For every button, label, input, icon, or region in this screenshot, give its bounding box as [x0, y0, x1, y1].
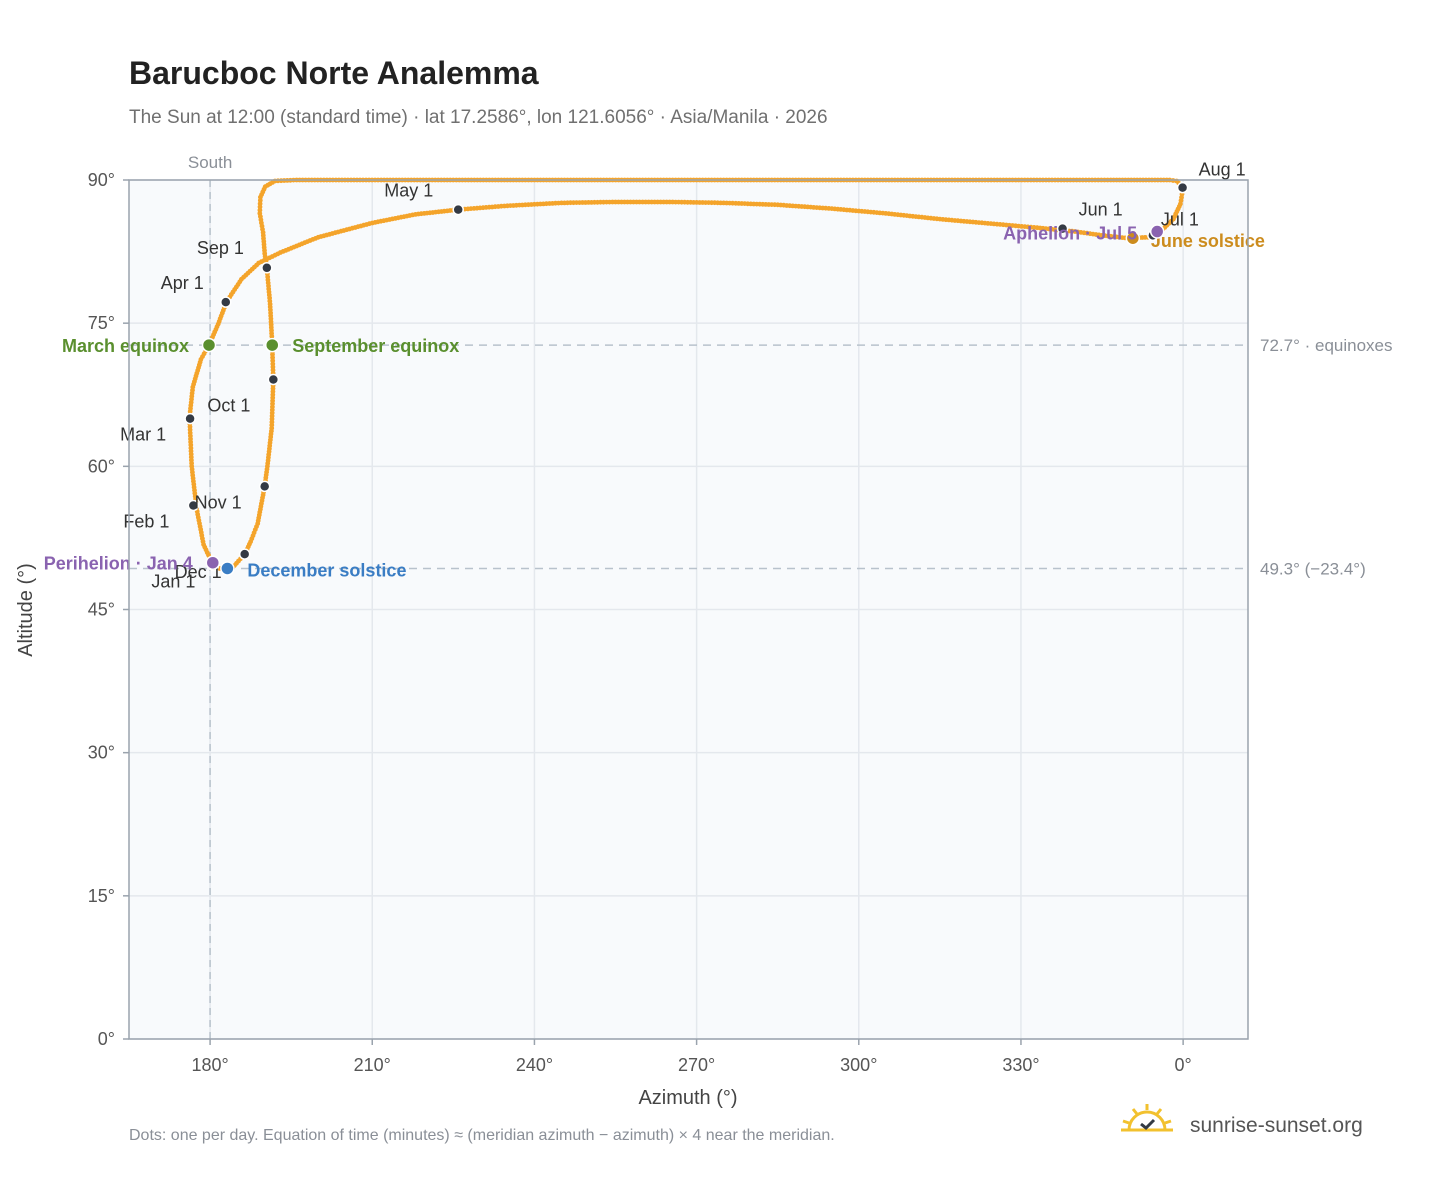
y-tick-label: 60°: [88, 456, 115, 476]
x-tick-label: 210°: [354, 1055, 391, 1075]
y-tick-label: 45°: [88, 600, 115, 620]
month-dot: [184, 412, 196, 425]
month-dot: [1056, 222, 1069, 235]
month-label: Jul 1: [1161, 209, 1199, 229]
event-dot: [1149, 224, 1165, 239]
reference-line-label: 72.7° · equinoxes: [1260, 336, 1393, 355]
month-dot: [187, 499, 200, 512]
month-dot: [238, 548, 251, 560]
month-dot: [220, 296, 232, 308]
brand-name: sunrise-sunset.org: [1190, 1114, 1363, 1137]
y-axis-label: Altitude (°): [15, 563, 37, 657]
sun-check-icon: [1121, 1104, 1173, 1132]
event-dot: [265, 337, 280, 353]
event-label: June solstice: [1151, 231, 1265, 251]
event-dot: [205, 555, 221, 570]
x-tick-label: 270°: [678, 1055, 715, 1075]
month-dot: [258, 480, 271, 493]
event-markers: March equinox September equinox December s…: [44, 224, 1265, 581]
chart-title: Barucboc Norte Analemma: [129, 55, 539, 91]
x-tick-label: 0°: [1175, 1055, 1192, 1075]
chart-subtitle: The Sun at 12:00 (standard time) · lat 1…: [129, 107, 828, 128]
x-tick-label: 300°: [840, 1055, 877, 1075]
month-label: Nov 1: [195, 492, 242, 512]
month-dot: [267, 373, 280, 386]
footnote: Dots: one per day. Equation of time (min…: [129, 1127, 835, 1144]
month-dot: [452, 203, 464, 216]
x-tick-label: 330°: [1002, 1055, 1039, 1075]
event-dot: [220, 561, 235, 576]
x-axis-label: Azimuth (°): [638, 1087, 737, 1109]
month-label: Oct 1: [207, 395, 250, 415]
month-label: Apr 1: [161, 273, 204, 293]
month-label: Jun 1: [1079, 200, 1123, 220]
month-label: Mar 1: [120, 425, 166, 445]
y-tick-label: 90°: [88, 170, 115, 190]
month-label: Jan 1: [151, 572, 195, 592]
event-dot: [1125, 230, 1141, 246]
event-dot: [201, 337, 217, 353]
y-tick-label: 15°: [88, 886, 115, 906]
month-label: Feb 1: [123, 511, 169, 531]
y-tick-label: 0°: [98, 1029, 115, 1049]
month-dot: [1176, 181, 1189, 194]
event-label: Aphelion · Jul 5: [1003, 224, 1137, 244]
event-label: December solstice: [247, 560, 406, 580]
month-dot: [261, 262, 273, 274]
month-label: Aug 1: [1199, 160, 1246, 180]
y-tick-label: 75°: [88, 313, 115, 333]
y-tick-label: 30°: [88, 743, 115, 763]
event-label: Perihelion · Jan 4: [44, 554, 193, 574]
reference-line-label: 49.3° (−23.4°): [1260, 559, 1366, 578]
month-label: Sep 1: [197, 238, 244, 258]
event-label: March equinox: [62, 336, 189, 356]
x-tick-label: 240°: [516, 1055, 553, 1075]
analemma-path: [187, 177, 1186, 571]
meridian-label: South: [188, 153, 232, 172]
month-label: May 1: [384, 181, 433, 201]
x-tick-label: 180°: [191, 1055, 228, 1075]
reference-lines: South 72.7° · equinoxes 49.3° (−23.4°): [129, 153, 1393, 1039]
month-markers: Jan 1 Feb 1 Mar 1 Apr 1 May 1 Jun 1 Jul 1 Aug 1…: [120, 160, 1246, 592]
axis-ticks: 180° 210° 240° 270° 300° 330° 0° 0° 15° 30° 45° 60°…: [88, 170, 1192, 1075]
event-label: September equinox: [292, 336, 459, 356]
